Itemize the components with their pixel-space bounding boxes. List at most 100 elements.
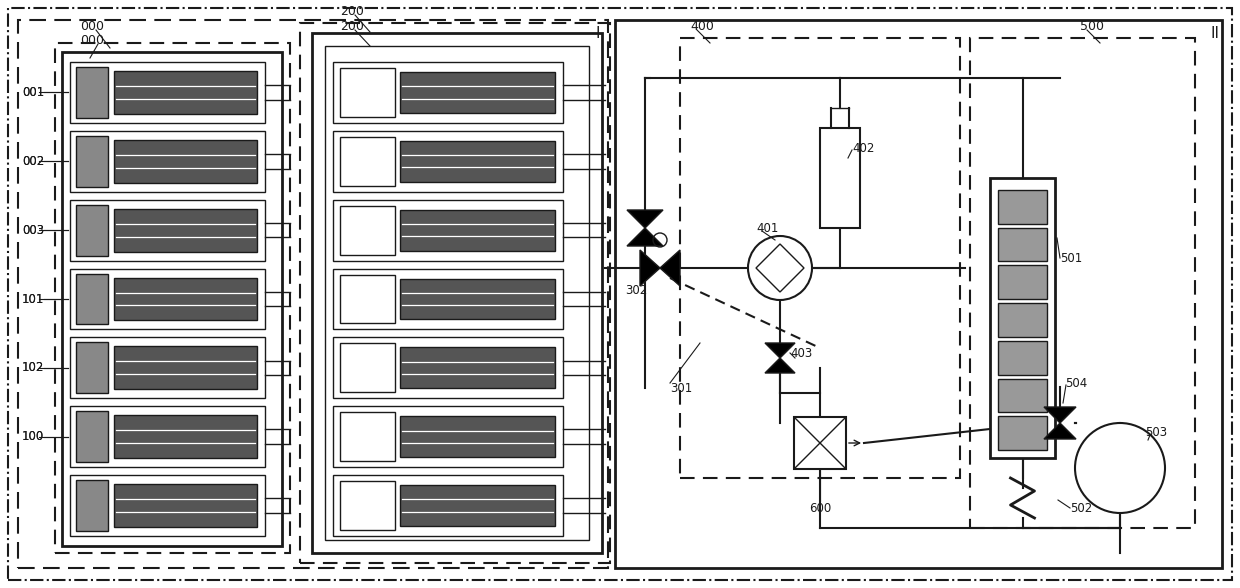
Circle shape [1075,423,1166,513]
Polygon shape [660,250,680,286]
Text: 002: 002 [22,155,45,168]
Bar [76,273,108,325]
Bar [998,265,1047,299]
Text: 001: 001 [22,86,45,99]
Bar [69,475,265,536]
Bar [998,303,1047,337]
Polygon shape [627,210,663,228]
Bar [334,131,563,192]
Text: 302: 302 [625,283,647,296]
Polygon shape [1044,423,1076,439]
Text: 102: 102 [22,362,45,375]
Bar [325,46,589,540]
Bar [114,278,257,320]
Bar [340,206,396,255]
Text: 101: 101 [22,292,45,306]
Bar [69,269,265,329]
Bar [340,481,396,530]
Bar [998,190,1047,223]
Bar [62,52,281,546]
Bar [76,342,108,393]
Bar [340,343,396,392]
Text: 003: 003 [22,223,45,236]
Bar [334,475,563,536]
Text: 500: 500 [1080,19,1104,32]
Circle shape [748,236,812,300]
Bar [340,137,396,186]
Polygon shape [627,228,663,246]
Bar [300,23,610,563]
Text: 000: 000 [81,34,104,46]
Bar [114,346,257,389]
Text: 403: 403 [790,346,812,359]
Bar [76,205,108,256]
Bar [334,338,563,398]
Text: 400: 400 [689,19,714,32]
Bar [680,38,960,478]
Text: 401: 401 [756,222,779,235]
Bar [970,38,1195,528]
Bar [69,131,265,192]
Bar [615,20,1221,568]
Bar [401,348,556,388]
Bar [114,71,257,114]
Bar [76,67,108,118]
Bar [401,141,556,182]
Bar [990,178,1055,458]
Bar [401,279,556,319]
Polygon shape [765,343,795,358]
Bar [998,379,1047,412]
Bar [334,62,563,123]
Bar [76,136,108,187]
Bar [76,480,108,531]
Text: 002: 002 [22,155,45,168]
Bar [334,269,563,329]
Text: I: I [595,25,600,41]
Bar [69,200,265,260]
Bar [19,20,608,568]
Bar [998,228,1047,262]
Bar [340,275,396,323]
Bar [69,406,265,467]
Text: 501: 501 [1060,252,1083,265]
Bar [114,209,257,252]
Polygon shape [765,358,795,373]
Text: 504: 504 [1065,376,1087,389]
Text: 000: 000 [81,19,104,32]
Bar [401,210,556,250]
Text: 301: 301 [670,382,692,395]
Text: 402: 402 [852,142,874,155]
Bar [820,128,861,228]
Bar [401,72,556,113]
Bar [340,68,396,117]
Text: 502: 502 [1070,502,1092,514]
Bar [334,406,563,467]
Bar [401,485,556,526]
Text: 102: 102 [22,362,45,375]
Bar [114,415,257,458]
Bar [334,200,563,260]
Bar [401,416,556,457]
Text: 100: 100 [22,430,45,443]
Bar [794,417,846,469]
Bar [998,416,1047,450]
Bar [114,140,257,183]
Bar [69,62,265,123]
Text: 001: 001 [22,86,45,99]
Text: 100: 100 [22,430,45,443]
Text: 101: 101 [22,292,45,306]
Polygon shape [640,250,660,286]
Bar [114,484,257,527]
Text: 600: 600 [808,502,831,514]
Text: 003: 003 [22,223,45,236]
Bar [76,411,108,462]
Text: 200: 200 [340,5,363,18]
Text: 200: 200 [340,19,363,32]
Text: 503: 503 [1145,426,1167,439]
Bar [312,33,601,553]
Bar [998,341,1047,375]
Polygon shape [1044,407,1076,423]
Text: II: II [1210,25,1219,41]
Bar [55,43,290,553]
Bar [340,412,396,461]
